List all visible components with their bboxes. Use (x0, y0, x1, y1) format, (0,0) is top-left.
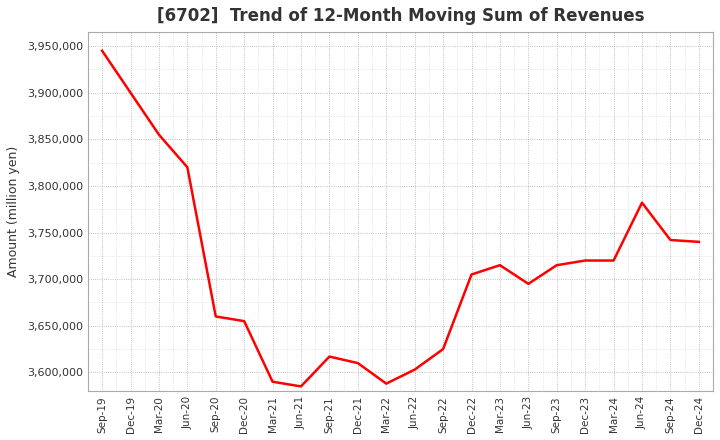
Title: [6702]  Trend of 12-Month Moving Sum of Revenues: [6702] Trend of 12-Month Moving Sum of R… (157, 7, 644, 25)
Y-axis label: Amount (million yen): Amount (million yen) (7, 146, 20, 277)
